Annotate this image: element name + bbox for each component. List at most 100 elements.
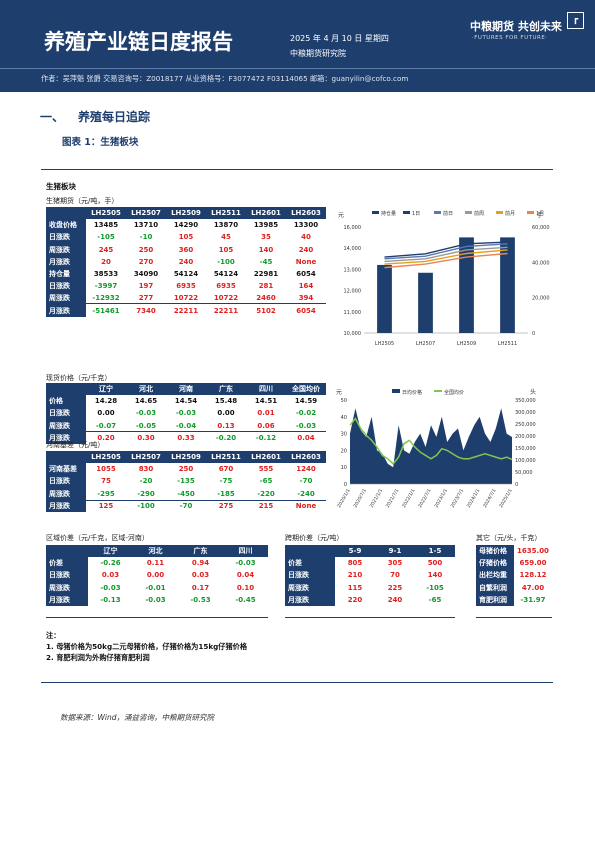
futures-price-chart: 元 手 持仓量 1日 前日 前周 前月 1月 16,000 14,000 13,000 12,000 1…: [338, 210, 550, 347]
table-cell: 164: [298, 282, 314, 291]
other-table-title: 其它（元/头，千克）: [476, 534, 542, 542]
bar: [418, 272, 433, 333]
table-cell: 197: [138, 282, 154, 291]
axis-title-left: 元: [336, 389, 342, 396]
table-cell: 2460: [256, 294, 276, 303]
table-cell: 6054: [296, 270, 316, 279]
table-cell: 14.51: [254, 397, 278, 406]
table-row: 价格 14.28 14.65 14.54 15.48 14.51 14.59: [46, 395, 326, 408]
y-tick-label: 10,000: [344, 331, 362, 337]
other-table: 母猪价格 1635.00 仔猪价格 659.00 出栏均重 128.12 自繁利润 47.00…: [476, 545, 552, 606]
figure-bottom-border: [41, 682, 553, 683]
table-cell: 0.17: [191, 583, 210, 592]
y-tick-label: 50: [341, 398, 347, 404]
x-tick-label: LH2505: [375, 341, 394, 347]
table-cell: -0.02: [295, 409, 317, 418]
legend-swatch: [372, 211, 379, 214]
axis-title-left: 元: [338, 212, 344, 219]
table-cell: 0.30: [137, 433, 155, 442]
table-cell: 0.13: [217, 421, 235, 430]
column-header: LH2509: [166, 207, 206, 220]
table-row: 收盘价格 13485 13710 14290 13870 13985 13300: [46, 219, 326, 232]
basis-table-title: 河南基差（元/吨）: [46, 441, 105, 449]
table-cell: -0.03: [295, 421, 317, 430]
column-header: [46, 545, 88, 558]
column-header: 四川: [246, 383, 286, 396]
table-cell: -100: [137, 501, 155, 510]
table-cell: -105: [97, 233, 115, 242]
legend-label: 前周: [474, 210, 484, 217]
row-label: 月涨跌: [285, 593, 335, 606]
legend-swatch: [392, 389, 400, 393]
legend-swatch: [434, 211, 441, 214]
table-row: 持仓量 38533 34090 54124 54124 22981 6054: [46, 267, 326, 281]
column-header: [285, 545, 335, 558]
table-row: 育肥利润 -31.97: [476, 593, 552, 606]
table-cell: 14.59: [294, 397, 318, 406]
y-tick-label-right: 20,000: [532, 296, 550, 302]
table-cell: 305: [387, 559, 403, 568]
table-cell: 10722: [213, 294, 239, 303]
table-cell: -220: [257, 489, 275, 498]
table-row: 月涨跌 -0.13 -0.03 -0.53 -0.45: [46, 593, 268, 606]
table-cell: -70: [299, 477, 313, 486]
column-header: LH2603: [286, 451, 326, 464]
y-tick-label: 40: [341, 415, 347, 421]
table-cell: -100: [217, 257, 235, 266]
spot-table-title: 现货价格（元/千克）: [46, 374, 112, 382]
report-date: 2025 年 4 月 10 日 星期四: [290, 34, 389, 43]
row-label: 日涨跌: [46, 280, 86, 293]
table-row: 河南基差 1055 830 250 670 555 1240: [46, 463, 326, 476]
table-cell: 0.11: [146, 559, 165, 568]
table-cell: -0.20: [215, 433, 237, 442]
table-cell: 75: [101, 477, 111, 486]
table-cell: -0.03: [175, 409, 197, 418]
row-label: 周涨跌: [46, 292, 86, 305]
notes-title: 注：: [46, 631, 61, 640]
table-cell: 0.06: [257, 421, 275, 430]
y-tick-label-right: 200,000: [515, 434, 536, 440]
y-tick-label-right: 0: [515, 482, 518, 488]
spread-table: 5-9 9-1 1-5 价差 805 305 500 日涨跌 210 70 140 周涨跌 115 225…: [285, 545, 455, 606]
table-cell: 47.00: [521, 583, 545, 592]
table-cell: 38533: [93, 270, 119, 279]
table-row: 日涨跌 -3997 197 6935 6935 281 164: [46, 280, 326, 293]
legend-label: 持仓量: [381, 210, 396, 217]
table-cell: None: [295, 501, 317, 510]
x-tick-label: LH2509: [457, 341, 476, 347]
table-cell: 0.01: [257, 409, 275, 418]
table-row: 月涨跌 125 -100 -70 275 215 None: [46, 499, 326, 512]
x-tick-label: 2024/7/1: [482, 488, 498, 509]
row-label: 月涨跌: [46, 304, 86, 317]
column-header: [46, 207, 86, 220]
table-cell: -65: [259, 477, 273, 486]
table-cell: -295: [97, 489, 115, 498]
table-row: 出栏均重 128.12: [476, 569, 552, 582]
table-cell: 0.00: [217, 409, 235, 418]
table-cell: 670: [218, 465, 234, 474]
table-divider: [46, 617, 268, 618]
x-tick-label: 2023/7/1: [450, 488, 466, 509]
spot-price-chart: 元 头 日均价格 全国均价 50 40 30 20 10 0 350,000 300,000 250,0…: [336, 388, 536, 509]
x-tick-label: 2020/7/1: [352, 488, 368, 509]
table-cell: 22211: [213, 306, 239, 315]
table-cell: 225: [387, 583, 403, 592]
series-line: [384, 252, 508, 269]
table-row: 月涨跌 -51461 7340 22211 22211 5102 6054: [46, 304, 326, 317]
series-line: [384, 241, 508, 258]
legend-label: 1月: [536, 211, 544, 217]
row-label: 月涨跌: [46, 431, 86, 444]
legend-swatch: [434, 390, 442, 392]
x-tick-label: LH2511: [498, 341, 517, 347]
column-header: LH2509: [166, 451, 206, 464]
table-cell: 70: [390, 571, 400, 580]
table-cell: 14.54: [174, 397, 198, 406]
table-row: 日涨跌 0.00 -0.03 -0.03 0.00 0.01 -0.02: [46, 407, 326, 420]
table-cell: -0.13: [100, 595, 121, 604]
column-header: [46, 451, 86, 464]
table-divider: [46, 431, 326, 432]
table-cell: -45: [259, 257, 273, 266]
table-cell: -450: [177, 489, 195, 498]
y-tick-label: 14,000: [344, 246, 362, 252]
